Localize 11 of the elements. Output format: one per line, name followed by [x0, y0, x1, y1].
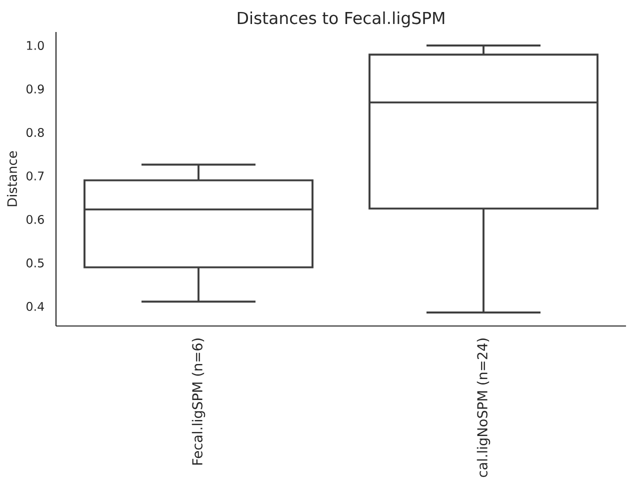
- y-tick-label: 0.5: [26, 258, 44, 268]
- y-axis-title: Distance: [6, 151, 18, 206]
- y-tick-label: 0.8: [26, 128, 44, 137]
- y-tick-label: 1.0: [27, 40, 44, 50]
- chart-title: Distances to Fecal.ligSPM: [238, 11, 444, 28]
- x-tick-label: cal.ligNoSPM (n=24): [476, 338, 490, 478]
- y-tick-label: 0.6: [26, 214, 44, 224]
- y-tick-label: 0.7: [26, 171, 44, 180]
- y-tick-label: 0.4: [26, 302, 44, 311]
- x-tick-label: Fecal.ligSPM (n=6): [192, 338, 206, 465]
- y-tick-label: 0.9: [26, 84, 44, 94]
